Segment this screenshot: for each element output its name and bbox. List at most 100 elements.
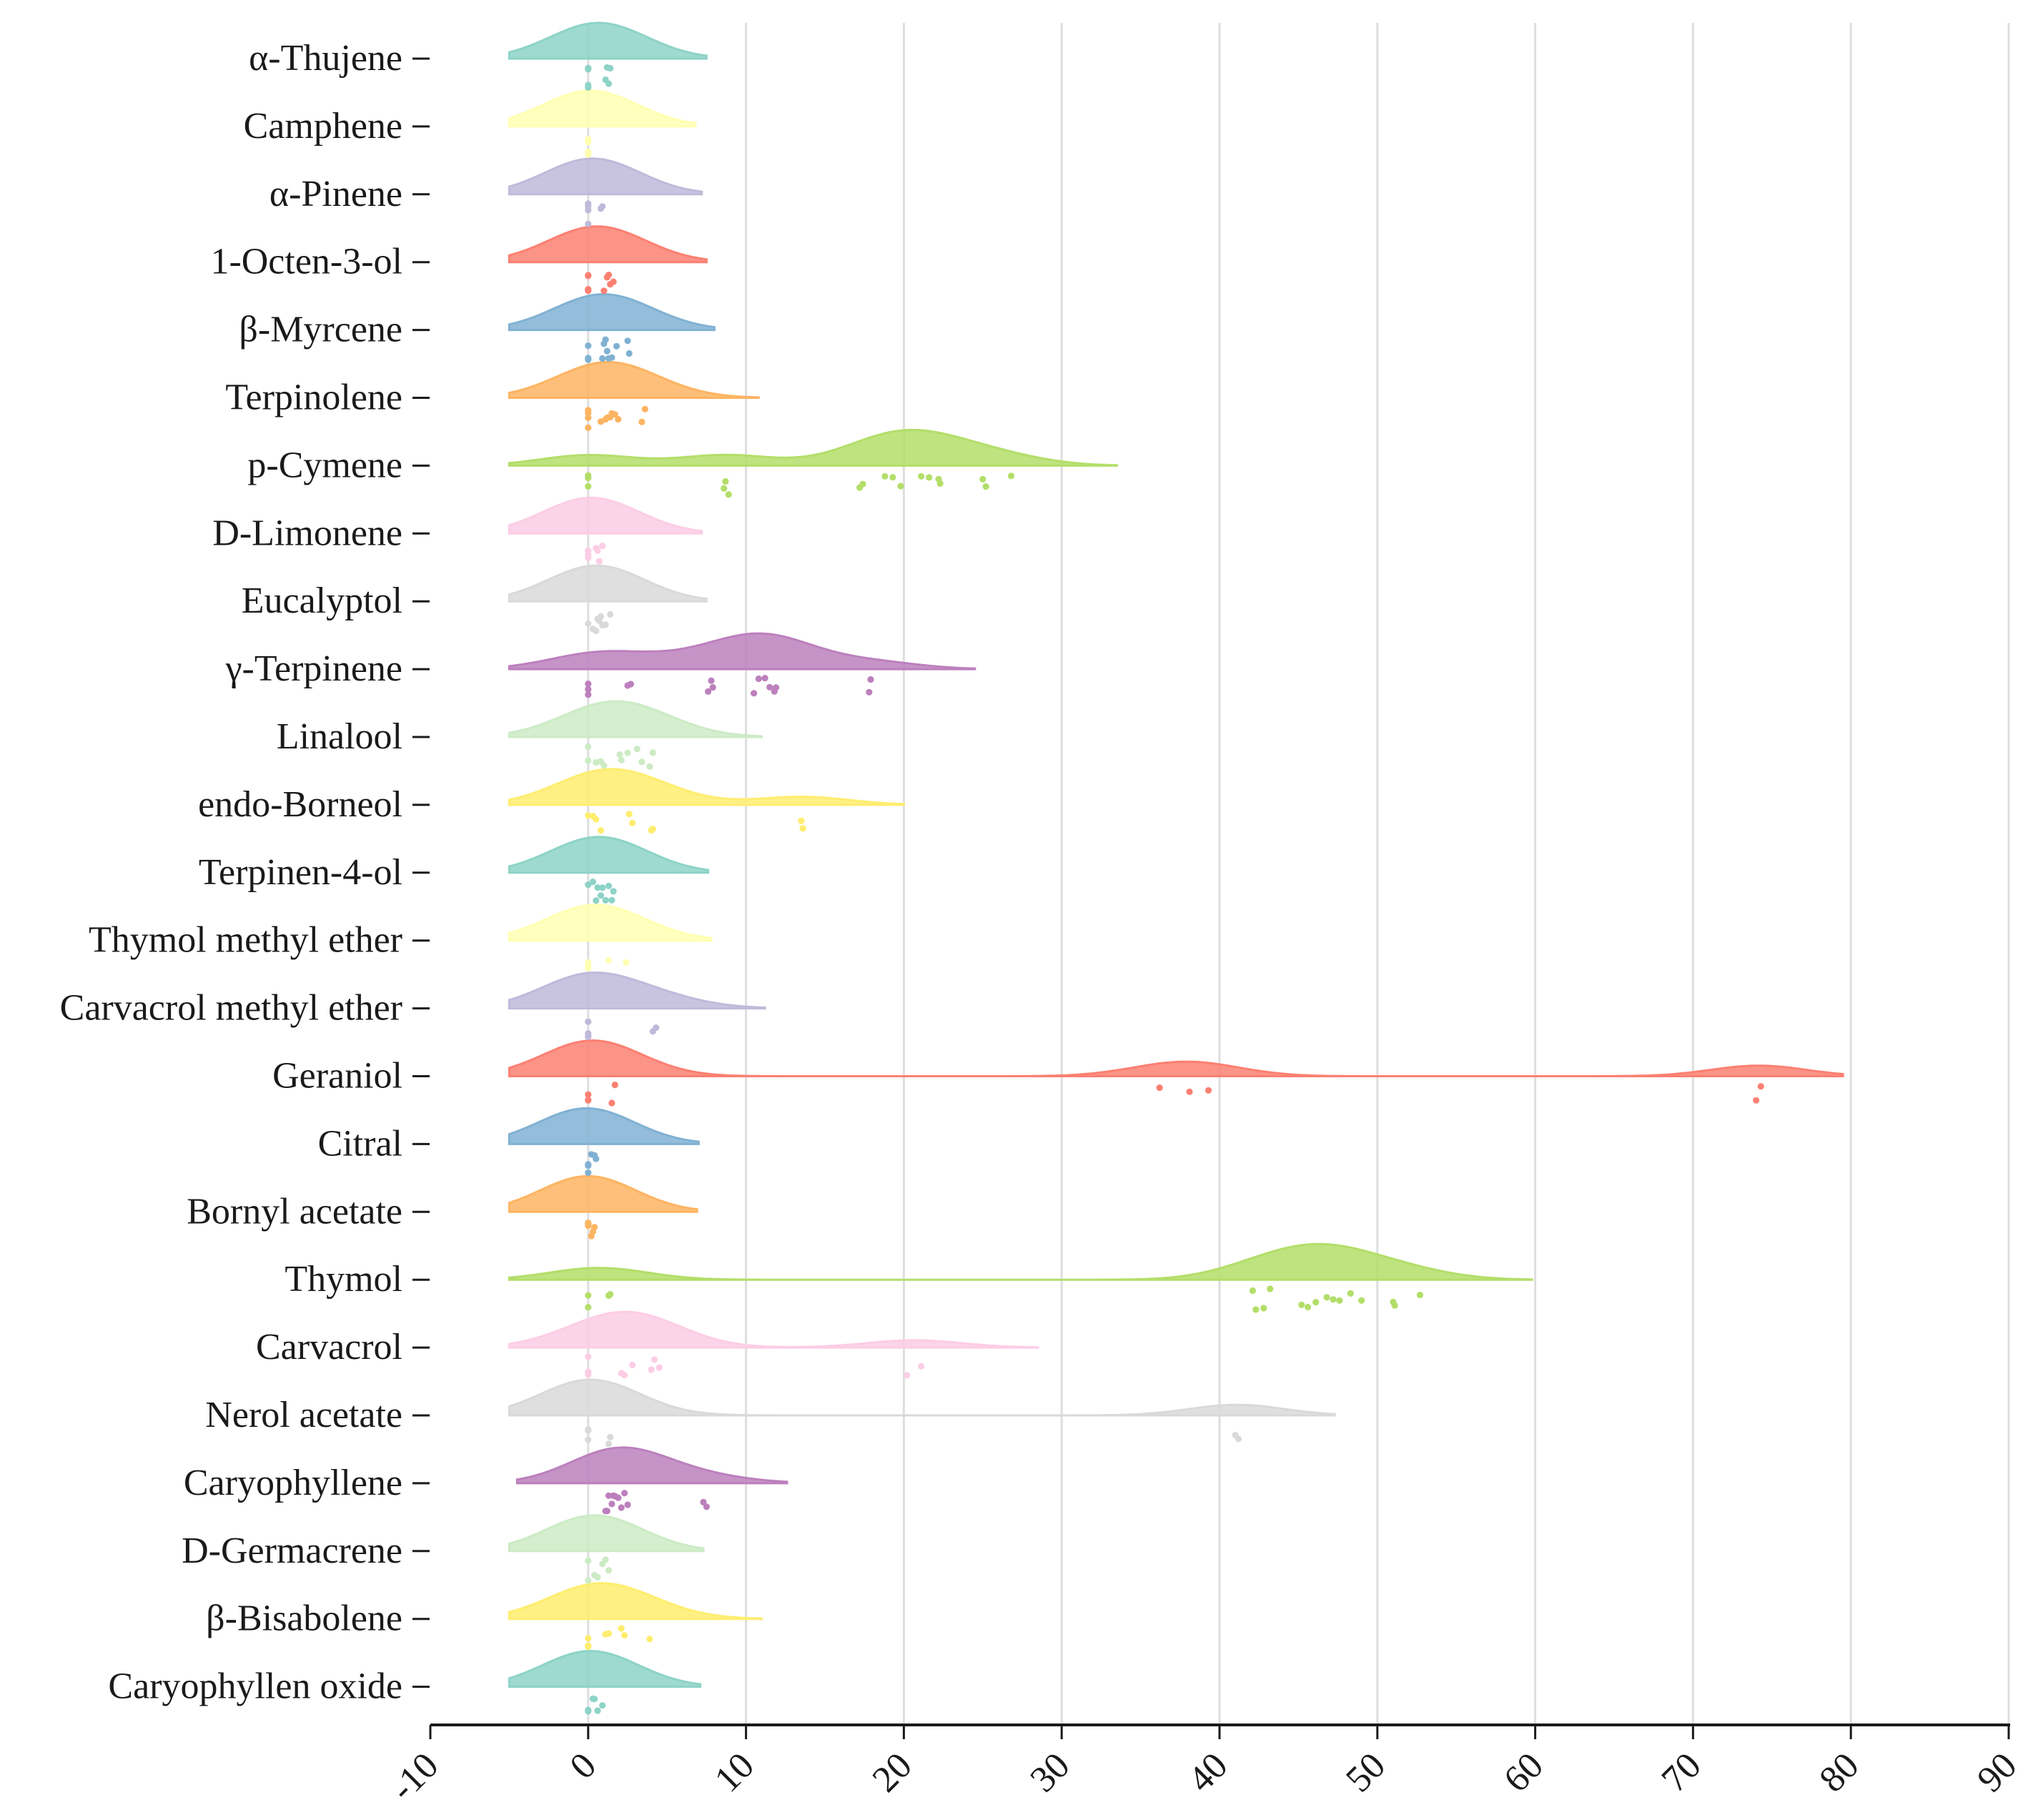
data-point-caryophyllen-oxide-24 — [594, 1707, 601, 1714]
data-point-bisabolene-23 — [646, 1636, 653, 1643]
data-point-p-cymene-6 — [725, 491, 732, 498]
data-point-eucalyptol-8 — [594, 615, 601, 623]
data-point-terpinene-9 — [585, 686, 592, 693]
data-point-d-germacrene-22 — [605, 1567, 613, 1574]
data-point-thymol-18 — [607, 1291, 614, 1298]
y-tick-label-endo-borneol-11: endo-Borneol — [198, 784, 402, 825]
y-tick-label-caryophyllene-21: Caryophyllene — [184, 1463, 402, 1503]
data-point-caryophyllen-oxide-24 — [599, 1702, 606, 1709]
data-point-terpinene-9 — [867, 676, 874, 683]
y-tick-label-pinene-2: α-Pinene — [269, 174, 402, 214]
data-point-carvacrol-19 — [629, 1361, 636, 1369]
data-point-terpinolene-5 — [603, 414, 610, 422]
data-point-terpinolene-5 — [641, 405, 648, 412]
data-point-bornyl-acetate-17 — [585, 1222, 592, 1230]
data-point-terpinen-4-ol-12 — [608, 896, 615, 904]
data-point-carvacrol-19 — [621, 1372, 628, 1379]
data-point-carvacrol-19 — [585, 1371, 592, 1378]
data-point-p-cymene-6 — [585, 475, 592, 482]
data-point-camphene-1 — [585, 137, 592, 144]
data-point-citral-16 — [593, 1155, 600, 1162]
x-tick-label: 20 — [865, 1745, 920, 1800]
x-tick-label: 90 — [1969, 1745, 2023, 1800]
y-tick-label-myrcene-4: β-Myrcene — [239, 310, 402, 350]
density-cloud-carvacrol-19 — [508, 1310, 1039, 1349]
data-point-geraniol-15 — [1757, 1083, 1764, 1090]
data-point-d-limonene-7 — [594, 547, 601, 555]
data-point-terpinene-9 — [766, 683, 773, 691]
data-point-carvacrol-19 — [585, 1353, 592, 1360]
data-point-thymol-18 — [1336, 1297, 1343, 1304]
data-point-geraniol-15 — [1205, 1087, 1212, 1094]
x-axis: -10 0 10 20 30 40 50 60 70 80 90 — [382, 1723, 2023, 1809]
data-point-geraniol-15 — [611, 1082, 618, 1089]
data-point-caryophyllene-21 — [618, 1504, 625, 1511]
y-tick-label-d-limonene-7: D-Limonene — [212, 513, 402, 553]
data-point-thymol-18 — [1358, 1297, 1365, 1304]
density-cloud-d-germacrene-22 — [508, 1514, 705, 1553]
x-tick-label: 60 — [1496, 1745, 1551, 1800]
y-tick-label-camphene-1: Camphene — [244, 106, 402, 147]
data-point-thymol-methyl-ether-13 — [623, 959, 630, 966]
data-point-terpinene-9 — [585, 681, 592, 688]
density-cloud-eucalyptol-8 — [508, 564, 708, 603]
data-point-pinene-2 — [599, 203, 606, 210]
data-point-geraniol-15 — [1156, 1084, 1163, 1092]
data-point-pinene-2 — [585, 207, 592, 214]
data-point-bisabolene-23 — [585, 1635, 592, 1642]
data-point-carvacrol-methyl-ether-14 — [653, 1024, 660, 1032]
y-tick-label-carvacrol-19: Carvacrol — [256, 1327, 402, 1368]
density-cloud-linalool-10 — [508, 700, 763, 738]
data-point-eucalyptol-8 — [607, 610, 614, 618]
data-point-d-germacrene-22 — [594, 1573, 601, 1581]
data-point-terpinen-4-ol-12 — [593, 897, 600, 904]
data-point-linalool-10 — [585, 743, 592, 751]
data-point-d-limonene-7 — [599, 543, 606, 550]
data-point-thymol-18 — [1312, 1299, 1320, 1306]
data-point-bisabolene-23 — [621, 1632, 628, 1639]
data-point-d-limonene-7 — [595, 558, 603, 565]
data-point-p-cymene-6 — [859, 480, 866, 488]
density-cloud-terpinene-9 — [508, 632, 976, 671]
data-point-p-cymene-6 — [897, 483, 904, 490]
data-point-carvacrol-19 — [918, 1362, 925, 1370]
data-point-terpinolene-5 — [615, 415, 622, 423]
y-tick-label-citral-16: Citral — [318, 1123, 402, 1164]
data-point-bisabolene-23 — [585, 1642, 592, 1649]
density-cloud-terpinen-4-ol-12 — [508, 836, 710, 874]
y-tick-label-terpinene-9: γ-Terpinene — [225, 648, 402, 689]
data-point-p-cymene-6 — [721, 485, 728, 493]
y-tick-label-terpinen-4-ol-12: Terpinen-4-ol — [199, 852, 402, 893]
y-tick-label-geraniol-15: Geraniol — [272, 1056, 402, 1097]
data-point-terpinolene-5 — [585, 410, 592, 417]
y-tick-label-thymol-18: Thymol — [285, 1259, 402, 1300]
data-point-terpinene-9 — [709, 684, 716, 691]
data-point-p-cymene-6 — [1007, 473, 1015, 480]
density-cloud-terpinolene-5 — [508, 361, 760, 399]
data-point-p-cymene-6 — [979, 475, 986, 483]
data-point-thymol-18 — [1330, 1296, 1337, 1303]
data-point-geraniol-15 — [1753, 1097, 1760, 1104]
data-point-thymol-18 — [1267, 1285, 1274, 1292]
data-point-terpinene-9 — [773, 684, 780, 691]
data-point-d-limonene-7 — [585, 547, 592, 554]
data-point-caryophyllene-21 — [621, 1490, 628, 1497]
data-point-caryophyllen-oxide-24 — [591, 1696, 598, 1703]
data-point-linalool-10 — [646, 763, 653, 770]
density-cloud-p-cymene-6 — [508, 428, 1118, 467]
data-point-camphene-1 — [585, 149, 592, 156]
data-point-nerol-acetate-20 — [605, 1440, 613, 1448]
data-point-nerol-acetate-20 — [607, 1433, 614, 1440]
data-point-carvacrol-methyl-ether-14 — [585, 1018, 592, 1025]
data-point-terpinen-4-ol-12 — [602, 896, 609, 904]
data-point-myrcene-4 — [603, 347, 610, 355]
data-point-thymol-methyl-ether-13 — [585, 964, 592, 971]
data-point-myrcene-4 — [625, 350, 633, 357]
data-point-caryophyllene-21 — [603, 1508, 610, 1515]
data-point-linalool-10 — [633, 746, 640, 753]
data-point-d-germacrene-22 — [585, 1577, 592, 1584]
data-point-myrcene-4 — [624, 337, 631, 345]
data-point-pinene-2 — [585, 200, 592, 207]
density-cloud-myrcene-4 — [508, 293, 716, 332]
